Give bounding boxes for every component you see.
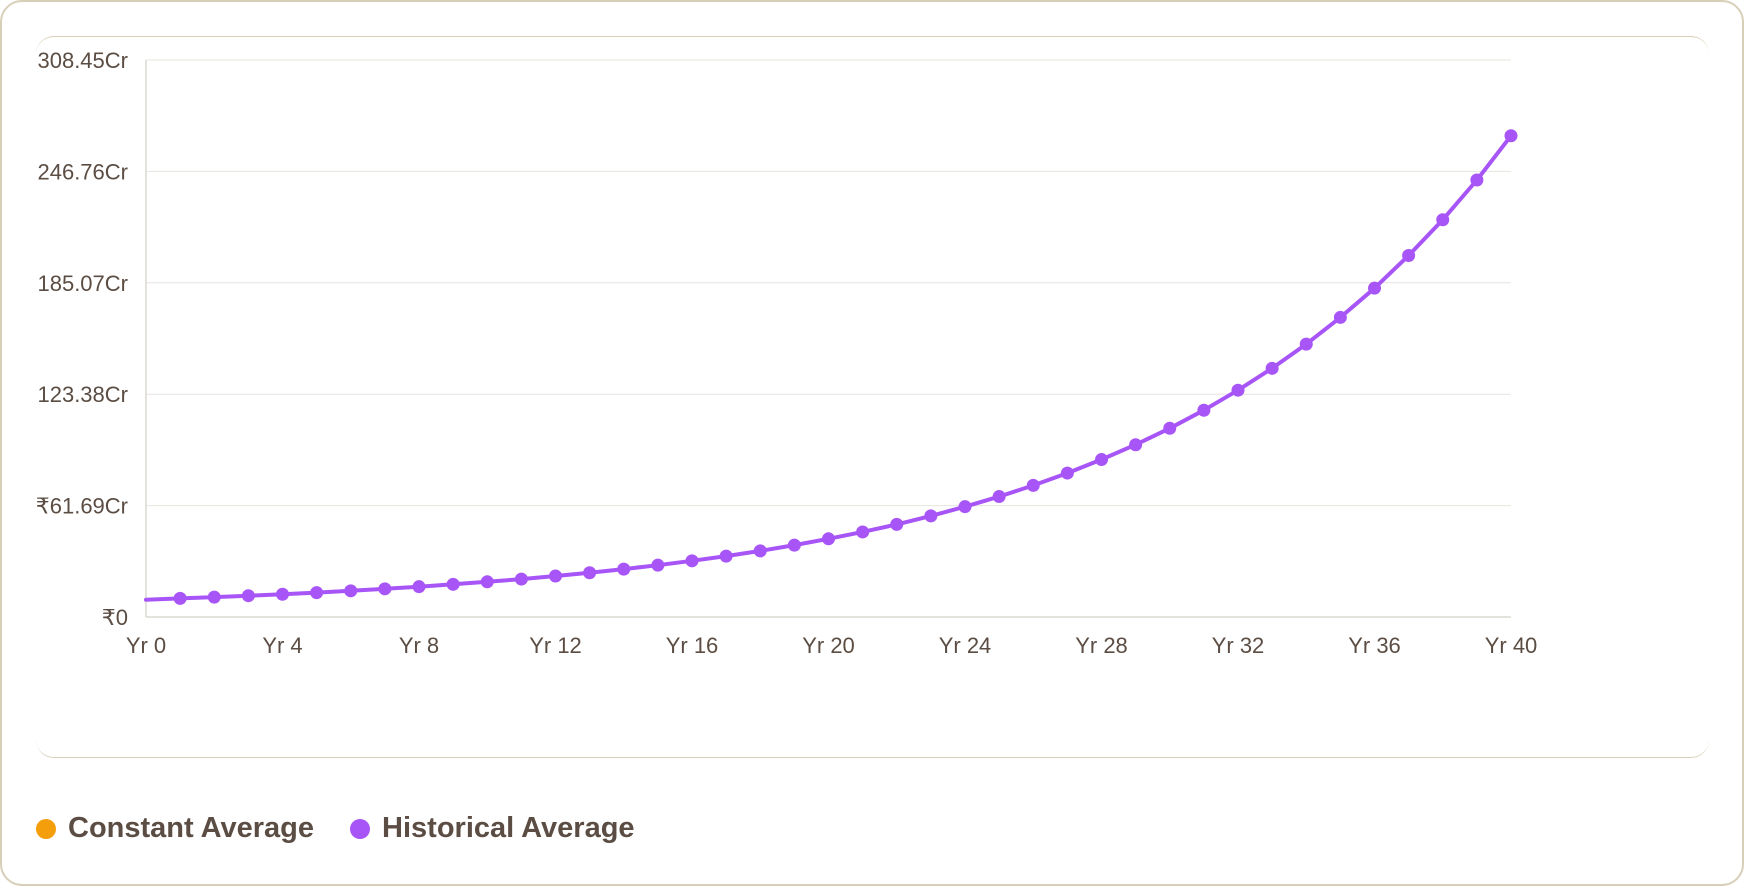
data-point-historical-average[interactable] [1436, 213, 1450, 227]
data-point-historical-average[interactable] [958, 500, 972, 514]
data-point-historical-average[interactable] [480, 575, 494, 589]
data-point-historical-average[interactable] [719, 549, 733, 563]
x-tick-label: Yr 16 [666, 633, 719, 658]
data-point-historical-average[interactable] [890, 517, 904, 531]
series-line-historical-average [144, 133, 1513, 602]
series-points[interactable] [173, 129, 1518, 605]
data-point-historical-average[interactable] [787, 538, 801, 552]
data-point-historical-average[interactable] [310, 586, 324, 600]
chart-panel: ₹0 ₹61.69Cr 123.38Cr 185.07Cr 246.76Cr 308.45… [36, 36, 1709, 758]
data-point-historical-average[interactable] [583, 566, 597, 580]
x-tick-label: Yr 4 [262, 633, 302, 658]
data-point-historical-average[interactable] [514, 572, 528, 586]
data-point-historical-average[interactable] [685, 554, 699, 568]
series-lines [144, 133, 1513, 602]
y-tick-label: 185.07Cr [37, 271, 128, 296]
data-point-historical-average[interactable] [1163, 421, 1177, 435]
legend-dot-constant-average [36, 818, 56, 839]
data-point-historical-average[interactable] [549, 569, 562, 583]
y-tick-label: 246.76Cr [37, 159, 128, 184]
data-point-historical-average[interactable] [207, 590, 221, 604]
data-point-historical-average[interactable] [446, 577, 460, 591]
data-point-historical-average[interactable] [1095, 453, 1108, 467]
data-point-historical-average[interactable] [924, 509, 938, 523]
x-tick-label: Yr 28 [1075, 633, 1128, 658]
x-tick-label: Yr 32 [1212, 633, 1265, 658]
data-point-historical-average[interactable] [241, 589, 255, 603]
data-point-historical-average[interactable] [276, 587, 289, 601]
y-tick-label: ₹0 [102, 605, 128, 630]
data-point-historical-average[interactable] [1368, 281, 1381, 295]
legend-label-constant-average: Constant Average [68, 812, 315, 844]
data-point-historical-average[interactable] [1026, 478, 1040, 492]
legend-item-constant-average[interactable]: Constant Average [36, 812, 314, 845]
y-tick-label: 123.38Cr [37, 382, 128, 407]
data-point-historical-average[interactable] [753, 544, 767, 558]
data-point-historical-average[interactable] [412, 580, 426, 594]
y-tick-label: 308.45Cr [37, 48, 128, 73]
data-point-historical-average[interactable] [651, 558, 665, 572]
data-point-historical-average[interactable] [1299, 337, 1313, 351]
axes [145, 60, 1511, 618]
y-tick-labels: ₹0 ₹61.69Cr 123.38Cr 185.07Cr 246.76Cr 308.45… [36, 48, 128, 630]
line-chart: ₹0 ₹61.69Cr 123.38Cr 185.07Cr 246.76Cr 308.45… [36, 48, 1537, 658]
data-point-historical-average[interactable] [1060, 466, 1074, 480]
data-point-historical-average[interactable] [1470, 173, 1484, 187]
x-tick-label: Yr 8 [399, 633, 439, 658]
data-point-historical-average[interactable] [1231, 383, 1245, 397]
data-point-historical-average[interactable] [378, 582, 392, 596]
data-point-historical-average[interactable] [617, 562, 631, 576]
chart-legend: Constant Average Historical Average [36, 812, 635, 845]
x-tick-label: Yr 20 [802, 633, 855, 658]
legend-item-historical-average[interactable]: Historical Average [350, 812, 635, 845]
legend-dot-historical-average [350, 818, 371, 839]
data-point-historical-average[interactable] [173, 591, 187, 605]
x-tick-label: Yr 36 [1348, 633, 1401, 658]
x-tick-labels: Yr 0 Yr 4 Yr 8 Yr 12 Yr 16 Yr 20 Yr 24 Yr 28 Yr … [126, 633, 1537, 658]
data-point-historical-average[interactable] [1402, 248, 1416, 262]
data-point-historical-average[interactable] [1197, 403, 1211, 417]
data-point-historical-average[interactable] [1265, 361, 1279, 375]
data-point-historical-average[interactable] [822, 532, 835, 546]
x-tick-label: Yr 12 [529, 633, 582, 658]
data-point-historical-average[interactable] [1504, 129, 1518, 143]
data-point-historical-average[interactable] [992, 490, 1006, 504]
data-point-historical-average[interactable] [344, 584, 358, 598]
x-tick-label: Yr 24 [939, 633, 992, 658]
data-point-historical-average[interactable] [1333, 310, 1347, 324]
x-tick-label: Yr 0 [126, 633, 166, 658]
y-tick-label: ₹61.69Cr [36, 494, 128, 519]
grid-lines [146, 59, 1511, 507]
data-point-historical-average[interactable] [1129, 438, 1143, 452]
x-tick-label: Yr 40 [1485, 633, 1538, 658]
legend-label-historical-average: Historical Average [382, 812, 635, 844]
data-point-historical-average[interactable] [856, 525, 870, 539]
